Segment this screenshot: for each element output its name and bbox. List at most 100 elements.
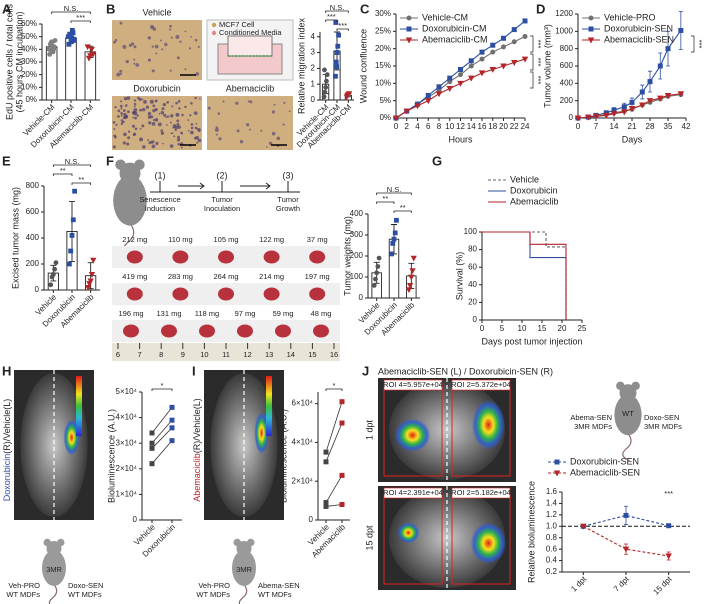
significance-bracket [530,71,534,89]
marker [646,98,654,105]
legend-label: Conditioned Media [219,28,282,37]
cell [114,38,118,42]
marker [323,503,329,509]
significance-label: *** [76,13,85,22]
cell [141,124,145,128]
marker [169,425,175,431]
marker [53,260,59,266]
cell [152,27,157,31]
cell [133,62,136,65]
y-axis-label: Wound confluence [358,29,368,103]
marker [665,46,671,52]
micrograph [112,20,202,80]
marker [339,501,345,507]
legend-dot [211,22,217,28]
y-tick-label: 600 [26,207,40,216]
tumor [309,287,326,301]
mouse-label: WT MDFs [68,590,102,599]
significance-label: N.S. [64,4,79,13]
tumor [218,250,234,264]
cell [155,52,158,55]
signal [470,522,507,564]
tumor-mass: 212 mg [122,235,147,244]
x-tick-label: 1 dpt [569,574,588,593]
tumor-mass: 122 mg [259,235,284,244]
marker [149,440,155,446]
cell [282,123,285,126]
marker [70,30,76,36]
y-tick-label: 200 [26,259,40,268]
cell [169,144,174,148]
marker [70,217,76,223]
marker [408,274,415,281]
mouse-ear [115,159,126,170]
cell [239,140,244,144]
y-tick-label: 0 [35,285,40,294]
y-tick-label: 0 [473,315,478,324]
marker [375,264,381,269]
cell [133,132,137,136]
marker [501,44,506,50]
marker [580,523,587,530]
cell [148,141,152,145]
mouse-label: 3MR [46,565,62,574]
tumor [126,250,143,264]
marker [66,41,72,47]
tumor [126,287,143,301]
cell [222,100,225,103]
cell [133,58,136,61]
marker [149,430,155,436]
cell [173,135,176,138]
marker [622,546,630,553]
cell [176,56,180,60]
cell [172,126,174,129]
marker [339,472,345,478]
tumor-mass: 214 mg [259,272,284,281]
cell [142,145,146,149]
step-label: Growth [276,204,300,213]
legend-label: Doxorubicin-SEN [604,23,673,33]
panel-label: D [536,1,545,16]
cell [143,100,147,104]
cell [184,30,187,33]
cell [139,108,142,112]
marker [69,233,75,238]
image-label: Vehicle [142,7,171,17]
marker [323,449,329,455]
cell [114,105,117,109]
cell [151,144,156,149]
cell [165,124,168,126]
roi-tag [451,487,511,499]
cell [121,121,123,124]
y-tick-label: 1.4 [546,499,558,508]
y-tick-label: 0.8 [546,533,558,542]
y-tick-label: 80 [468,245,477,254]
marker [457,80,464,87]
cell [148,121,152,125]
tumor-mass: 283 mg [168,272,193,281]
marker [436,84,442,90]
cell [176,122,180,126]
cell [153,118,156,122]
cell [175,101,178,105]
cell [196,141,199,144]
y-tick-label: 100 [350,272,364,281]
mouse-label: Doxo-SEN [644,413,679,422]
cell [176,138,181,142]
y-axis-label: Relative migration index [296,17,306,114]
ruler [112,343,340,361]
cell [161,107,165,111]
y-tick-label: 0 [311,95,316,104]
mouse-body [42,550,66,586]
ruler-number: 12 [243,350,251,359]
ruler-number: 9 [181,350,185,359]
y-axis-label: Tumor volume (mm³) [542,24,552,108]
cell [235,101,239,105]
cell [151,121,156,126]
marker [425,92,431,98]
significance-bracket [376,192,412,195]
marker [394,217,399,223]
cell [133,108,138,112]
cell [184,105,187,109]
